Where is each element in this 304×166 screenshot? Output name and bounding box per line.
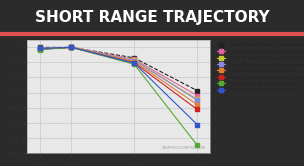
30-06 Federal Gold Medal 168gr: [38, 47, 42, 49]
30-06 Federal American Eagle FMJ 150gr: [133, 62, 136, 64]
7mm-08 Federal Power-Shok SP 139gr: [70, 46, 73, 48]
30-06 Federal Gold Medal 168gr: [133, 62, 136, 64]
30-06 Nosler Accubond 200gr: [38, 49, 42, 51]
7mm-08 Nosler Trophy Grade Accubond 140gr: [195, 90, 199, 92]
Line: 30-06 Nosler Accubond 200gr: 30-06 Nosler Accubond 200gr: [38, 46, 199, 147]
Line: 7mm-08 Winchester Ballistic Silvertip 140gr: 7mm-08 Winchester Ballistic Silvertip 14…: [38, 46, 199, 102]
7mm-08 Winchester Ballistic Silvertip 140gr: [38, 47, 42, 49]
7mm-08 Nosler Trophy Grade Accubond 140gr: [70, 46, 73, 48]
30-06 Federal American Eagle FMJ 150gr: [38, 48, 42, 50]
7mm-08 Federal Power-Shok SP 139gr: [38, 47, 42, 49]
Text: SHORT RANGE TRAJECTORY: SHORT RANGE TRAJECTORY: [35, 10, 269, 25]
7mm-08 Winchester Ballistic Silvertip 140gr: [195, 99, 199, 101]
30-06 Federal Gold Medal 168gr: [70, 46, 73, 48]
7mm-08 Federal Vital-Shok Nosler Partition 140gr: [70, 46, 73, 48]
7mm-08 Federal Power-Shok SP 139gr: [195, 98, 199, 100]
30-06 Federal American Eagle FMJ 150gr: [195, 108, 199, 110]
Legend: 7mm-08 Nosler Trophy Grade Accubond 140gr, 7mm-08 Federal Vital-Shok Nosler Part: 7mm-08 Nosler Trophy Grade Accubond 140g…: [216, 42, 304, 93]
Y-axis label: Bullet Drop (Inches): Bullet Drop (Inches): [0, 65, 1, 128]
7mm-08 Federal Vital-Shok Nosler Partition 140gr: [133, 58, 136, 60]
7mm-08 Nosler Trophy Grade Accubond 140gr: [38, 46, 42, 48]
30-06 Federal Gold Medal 168gr: [195, 124, 199, 125]
7mm-08 Nosler Trophy Grade Accubond 140gr: [133, 57, 136, 59]
30-06 Nosler Accubond 200gr: [195, 144, 199, 146]
30-06 Nosler Accubond 200gr: [133, 63, 136, 65]
Line: 30-06 Federal American Eagle FMJ 150gr: 30-06 Federal American Eagle FMJ 150gr: [38, 46, 199, 111]
Line: 30-06 Federal Vital-Shok 165gr: 30-06 Federal Vital-Shok 165gr: [38, 46, 199, 106]
30-06 Federal Vital-Shok 165gr: [70, 46, 73, 48]
30-06 Federal Vital-Shok 165gr: [195, 104, 199, 106]
Line: 30-06 Federal Gold Medal 168gr: 30-06 Federal Gold Medal 168gr: [38, 46, 199, 126]
30-06 Federal American Eagle FMJ 150gr: [70, 46, 73, 48]
Line: 7mm-08 Federal Vital-Shok Nosler Partition 140gr: 7mm-08 Federal Vital-Shok Nosler Partiti…: [38, 46, 199, 97]
7mm-08 Federal Vital-Shok Nosler Partition 140gr: [195, 94, 199, 96]
30-06 Nosler Accubond 200gr: [70, 46, 73, 48]
Line: 7mm-08 Nosler Trophy Grade Accubond 140gr: 7mm-08 Nosler Trophy Grade Accubond 140g…: [38, 46, 199, 92]
30-06 Federal Vital-Shok 165gr: [38, 48, 42, 50]
7mm-08 Federal Vital-Shok Nosler Partition 140gr: [38, 48, 42, 50]
30-06 Federal Vital-Shok 165gr: [133, 61, 136, 63]
Line: 7mm-08 Federal Power-Shok SP 139gr: 7mm-08 Federal Power-Shok SP 139gr: [38, 46, 199, 101]
7mm-08 Winchester Ballistic Silvertip 140gr: [133, 60, 136, 62]
Text: SNIPERCOUNTRY.COM: SNIPERCOUNTRY.COM: [162, 146, 206, 150]
7mm-08 Winchester Ballistic Silvertip 140gr: [70, 46, 73, 48]
7mm-08 Federal Power-Shok SP 139gr: [133, 59, 136, 61]
